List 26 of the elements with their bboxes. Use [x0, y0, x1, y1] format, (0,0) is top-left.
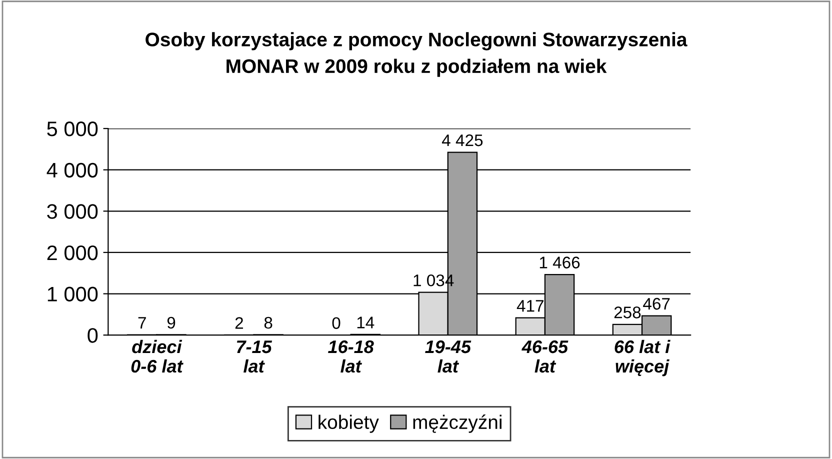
y-tick-label: 3 000	[47, 204, 98, 219]
legend-label: kobiety	[318, 414, 379, 433]
y-tick-label: 0	[88, 328, 98, 343]
data-label: 4 425	[442, 134, 483, 146]
y-tick-label: 2 000	[47, 245, 98, 260]
x-tick-label: 46-65 lat	[522, 340, 568, 373]
data-label: 258	[614, 306, 641, 318]
x-tick-label: 16-18 lat	[328, 340, 374, 373]
data-label: 0	[332, 317, 340, 329]
data-label: 467	[643, 298, 670, 310]
data-label: 7	[138, 317, 146, 329]
chart-title: Osoby korzystajace z pomocy Noclegowni Stowarzyszenia MONAR w 2009 roku z podziałem na wiek	[146, 32, 688, 77]
data-label: 14	[357, 316, 374, 328]
data-label: 2	[235, 317, 243, 329]
data-label: 1 466	[540, 256, 580, 268]
y-tick-label: 1 000	[48, 286, 98, 302]
data-label: 8	[264, 316, 272, 329]
y-tick-label: 4 000	[46, 162, 98, 178]
x-tick-label: 19-45 lat	[425, 340, 472, 373]
x-tick-label: 7-15 lat	[236, 340, 272, 373]
legend-label: mężczyźni	[413, 414, 502, 433]
data-label: 417	[516, 300, 544, 312]
data-label: 9	[167, 316, 176, 329]
x-tick-label: dzieci 0-6 lat	[131, 340, 184, 373]
y-tick-label: 5 000	[47, 122, 98, 136]
x-tick-label: 66 lat i więcej	[614, 340, 670, 376]
